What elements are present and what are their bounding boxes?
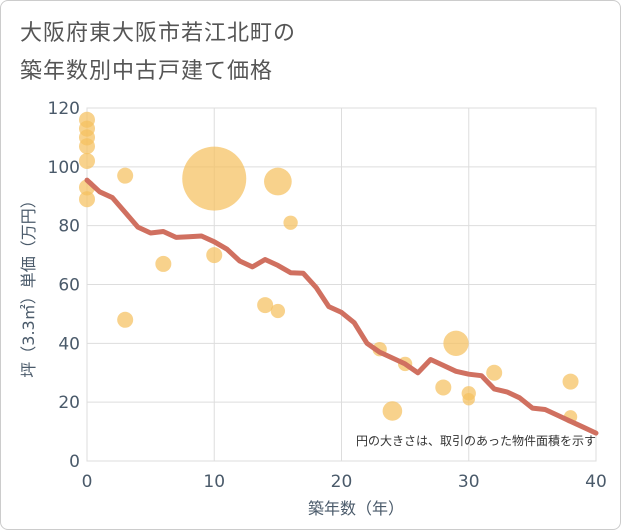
x-axis-label: 築年数（年） xyxy=(308,499,404,518)
x-tick-label: 30 xyxy=(458,472,480,492)
data-bubble xyxy=(435,379,452,396)
data-bubble xyxy=(79,191,95,208)
data-bubble xyxy=(79,138,95,155)
data-bubble xyxy=(462,393,475,406)
x-tick-label: 40 xyxy=(585,472,607,492)
chart-note: 円の大きさは、取引のあった物件面積を示す xyxy=(356,433,596,448)
data-bubble xyxy=(382,401,403,421)
data-bubble xyxy=(562,373,579,390)
y-tick-label: 20 xyxy=(58,393,80,413)
data-bubble xyxy=(117,311,134,328)
data-bubble xyxy=(270,303,286,319)
y-tick-label: 0 xyxy=(69,452,80,472)
data-bubble xyxy=(117,167,134,184)
data-bubble xyxy=(486,364,503,381)
data-bubble xyxy=(443,330,469,356)
y-axis-label: 坪（3.3㎡）単価（万円） xyxy=(19,192,38,377)
y-tick-label: 80 xyxy=(58,217,80,237)
x-tick-label: 20 xyxy=(331,472,353,492)
trend-line xyxy=(84,177,599,436)
data-bubble xyxy=(206,247,223,264)
chart-title-line-2: 築年数別中古戸建て価格 xyxy=(20,59,274,84)
y-tick-label: 120 xyxy=(48,99,80,119)
data-bubble xyxy=(79,152,95,169)
x-tick-label: 10 xyxy=(203,472,225,492)
data-bubble xyxy=(257,297,274,314)
chart-title-line-1: 大阪府東大阪市若江北町の xyxy=(20,21,297,46)
data-bubble xyxy=(182,146,247,211)
data-bubble xyxy=(283,215,298,230)
y-tick-label: 100 xyxy=(48,158,80,178)
y-tick-label: 40 xyxy=(58,334,80,354)
data-bubble xyxy=(155,255,172,272)
x-tick-label: 0 xyxy=(82,472,93,492)
y-tick-label: 60 xyxy=(58,276,80,296)
data-bubble xyxy=(264,167,292,196)
